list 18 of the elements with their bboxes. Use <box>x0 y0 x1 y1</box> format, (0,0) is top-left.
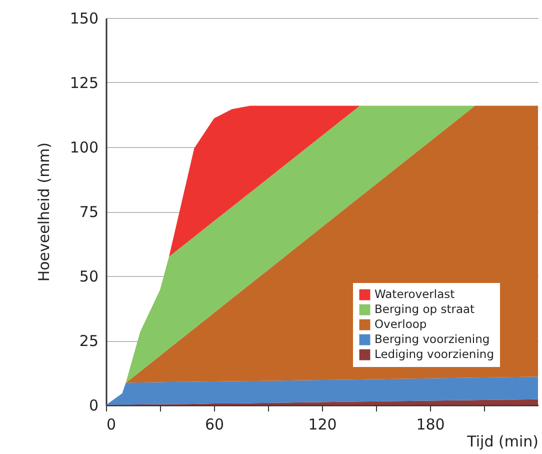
legend-label: Overloop <box>374 316 427 331</box>
y-axis-title: Hoeveelheid (mm) <box>34 142 53 282</box>
y-tick-label: 0 <box>88 396 98 414</box>
legend-label: Lediging voorziening <box>374 346 494 361</box>
legend-label: Wateroverlast <box>374 286 456 301</box>
x-tick-label: 0 <box>106 416 116 434</box>
y-tick-label: 150 <box>70 10 98 28</box>
x-tick-label: 60 <box>204 416 224 434</box>
y-tick-label: 125 <box>70 74 98 92</box>
y-tick-label: 100 <box>70 138 98 156</box>
y-tick-label: 50 <box>79 268 98 286</box>
legend-label: Berging voorziening <box>374 332 490 346</box>
y-tick-label: 75 <box>79 203 98 221</box>
legend-label: Berging op straat <box>374 302 476 316</box>
x-tick-label: 120 <box>308 416 337 434</box>
x-axis-title: Tijd (min) <box>466 432 538 450</box>
y-tick-label: 25 <box>79 332 98 350</box>
x-tick-label: 180 <box>416 416 445 434</box>
